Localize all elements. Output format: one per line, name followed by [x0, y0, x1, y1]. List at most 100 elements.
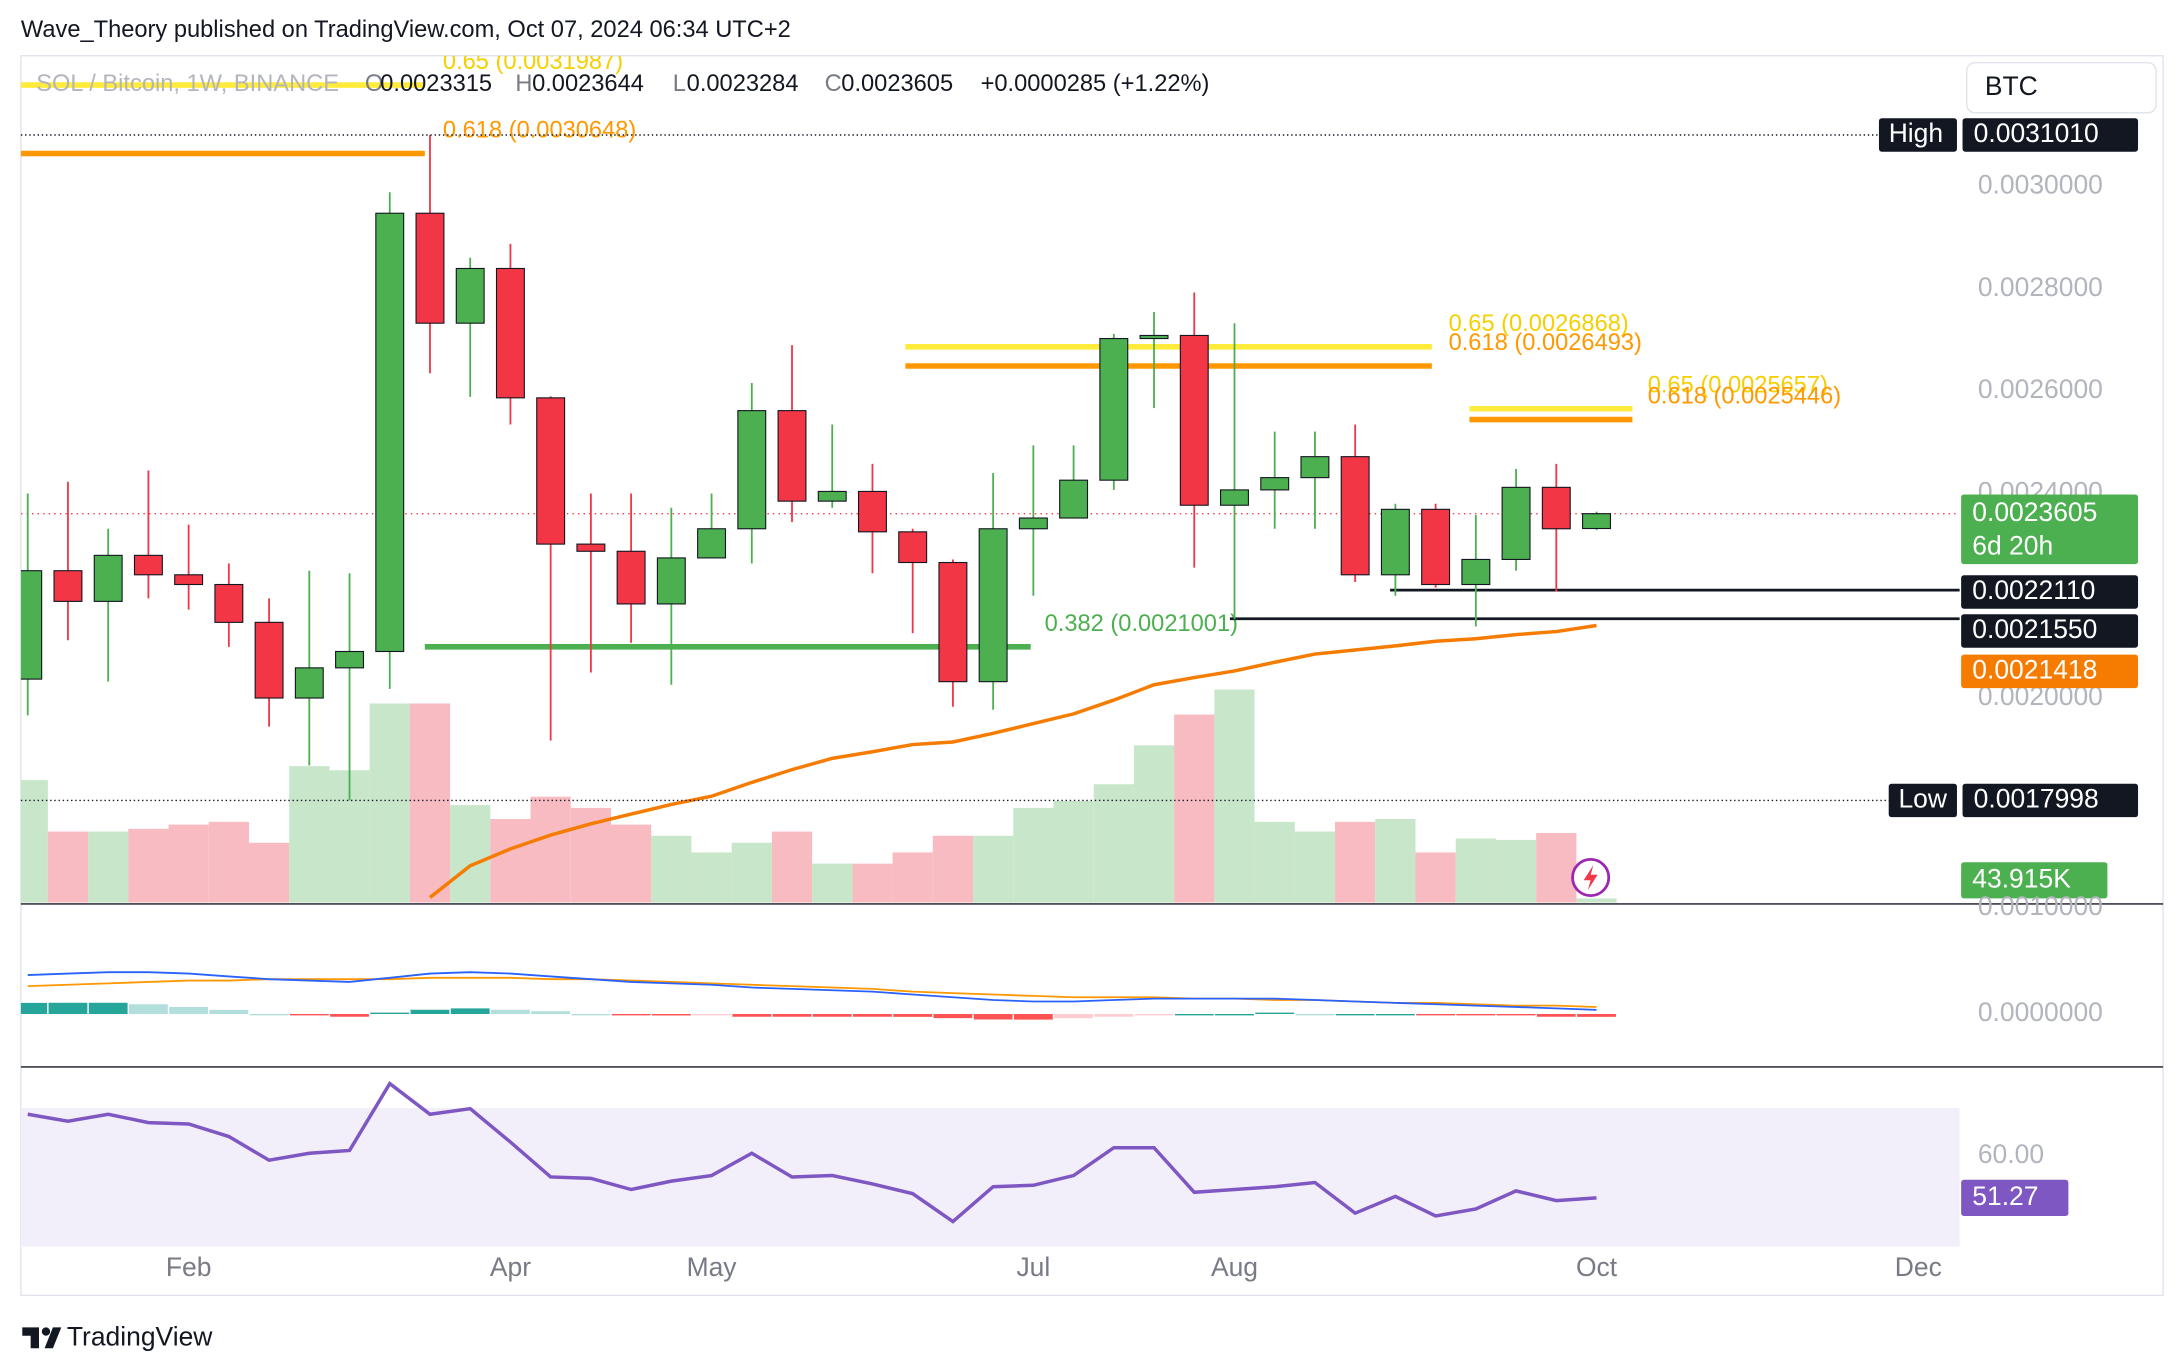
candle-body — [214, 583, 244, 623]
volume-bar — [1576, 898, 1617, 903]
ohlc-value: 0.0023315 — [380, 71, 492, 97]
histogram-bar — [611, 1013, 651, 1016]
x-tick-label: Oct — [1576, 1252, 1618, 1282]
macd-line — [27, 971, 1597, 1011]
candle-body — [1421, 508, 1451, 586]
change: +0.0000285 (+1.22%) — [981, 71, 1210, 97]
histogram-bar — [1174, 1013, 1214, 1016]
volume-bar — [1254, 821, 1295, 903]
candle-body — [174, 574, 204, 586]
candle-body — [1220, 489, 1249, 506]
histogram-bar — [1295, 1013, 1335, 1016]
volume-bar — [289, 766, 330, 903]
volume-bar — [932, 835, 974, 903]
candle-body — [1340, 456, 1370, 576]
histogram-bar — [128, 1004, 168, 1014]
y-tick-label: 0.0026000 — [1978, 374, 2103, 404]
x-tick-label: May — [687, 1252, 738, 1282]
candle-body — [1501, 486, 1531, 561]
volume-bar — [892, 852, 933, 903]
ohlc-letter: C — [825, 71, 842, 97]
candle-body — [1059, 479, 1089, 519]
histogram-bar — [1375, 1013, 1415, 1016]
histogram-bar — [893, 1013, 933, 1017]
histogram-bar — [1215, 1013, 1254, 1016]
histogram-bar — [20, 1002, 48, 1014]
candle-body — [1582, 513, 1612, 530]
histogram-bar — [1054, 1013, 1094, 1019]
histogram-bar — [370, 1012, 410, 1015]
candle-body — [93, 554, 123, 602]
symbol: SOL / Bitcoin, 1W, BINANCE — [36, 71, 339, 97]
x-tick-label: Jul — [1016, 1252, 1050, 1282]
y-tick-label: 0.0030000 — [1978, 170, 2103, 200]
high-tag-label: High — [1889, 118, 1943, 148]
price-badge — [1962, 783, 2139, 818]
price-badge — [1961, 654, 2139, 689]
candle-body — [133, 554, 163, 576]
candle-body — [777, 410, 807, 502]
last-price: 0.0023605 — [1972, 497, 2097, 527]
fib-label: 0.382 (0.0021001) — [1045, 611, 1238, 637]
support-value: 0.0021550 — [1972, 614, 2097, 644]
histogram-bar — [1094, 1013, 1134, 1017]
candle-body — [375, 212, 405, 653]
volume-bar — [651, 835, 692, 903]
y-tick-label: 0.0000000 — [1978, 997, 2103, 1027]
y-tick-label: 0.0010000 — [1978, 891, 2103, 921]
countdown: 6d 20h — [1972, 530, 2053, 560]
currency[interactable]: BTC — [1985, 71, 2038, 101]
fib-label: 0.65 (0.0026868) — [1449, 311, 1629, 337]
volume-bar — [1093, 784, 1134, 903]
price-badge — [1961, 614, 2139, 648]
ohlc-value: 0.0023605 — [841, 71, 953, 97]
rsi-pane — [20, 1081, 1960, 1247]
volume-bar — [208, 821, 249, 903]
attribution: Wave_Theory published on TradingView.com… — [21, 17, 791, 43]
volume-bar — [1455, 838, 1496, 903]
price-badge — [1961, 575, 2139, 609]
candle-body — [1461, 558, 1491, 586]
currency-button[interactable]: BTC — [1966, 61, 2157, 114]
overlay: Feb Apr May Jul Aug Oct Dec 0.0030000 0.0028000 0… — [20, 118, 2139, 1282]
fib-label: 0.65 (0.0031987) — [443, 49, 623, 75]
volume-bar — [248, 842, 290, 903]
volume-bar — [168, 824, 209, 903]
volume-bar — [369, 703, 410, 903]
histogram-bar — [48, 1002, 88, 1014]
volume-bar — [731, 842, 772, 903]
histogram-bar — [1416, 1013, 1456, 1016]
fib-label: 0.618 (0.0025446) — [1648, 383, 1841, 409]
volume-bar — [1013, 807, 1054, 903]
histogram-bar — [88, 1002, 128, 1014]
volume-bar — [128, 828, 169, 903]
volume-bar — [490, 819, 531, 903]
candle-body — [1018, 517, 1048, 530]
volume-bar — [771, 831, 813, 903]
histogram-bar — [531, 1011, 571, 1014]
candle-body — [415, 212, 445, 324]
histogram-bar — [651, 1013, 691, 1016]
brand: TradingView — [22, 1322, 213, 1352]
candle-body — [1380, 508, 1410, 576]
candle-body — [495, 267, 525, 399]
volume-bar — [691, 852, 732, 903]
candle-body — [20, 570, 43, 680]
fib-label: 0.618 (0.0026493) — [1449, 330, 1642, 356]
button-frame[interactable] — [1966, 61, 2157, 114]
volume-bar — [1536, 832, 1577, 903]
legend: SOL / Bitcoin, 1W, BINANCE O 0.0023315 H… — [36, 71, 1209, 97]
candle-body — [1099, 337, 1129, 481]
y-tick-label: 0.0028000 — [1978, 272, 2103, 302]
histogram-bar — [330, 1013, 369, 1017]
volume-bar — [47, 831, 89, 903]
price-badge — [1961, 1179, 2069, 1216]
candle-body — [898, 531, 928, 564]
candle-body — [697, 528, 727, 559]
brand-logo — [22, 1327, 62, 1349]
candle-body — [1139, 334, 1169, 340]
histogram-bar — [1456, 1013, 1496, 1016]
macd-pane — [20, 971, 1616, 1020]
low-tag-label: Low — [1898, 783, 1947, 813]
